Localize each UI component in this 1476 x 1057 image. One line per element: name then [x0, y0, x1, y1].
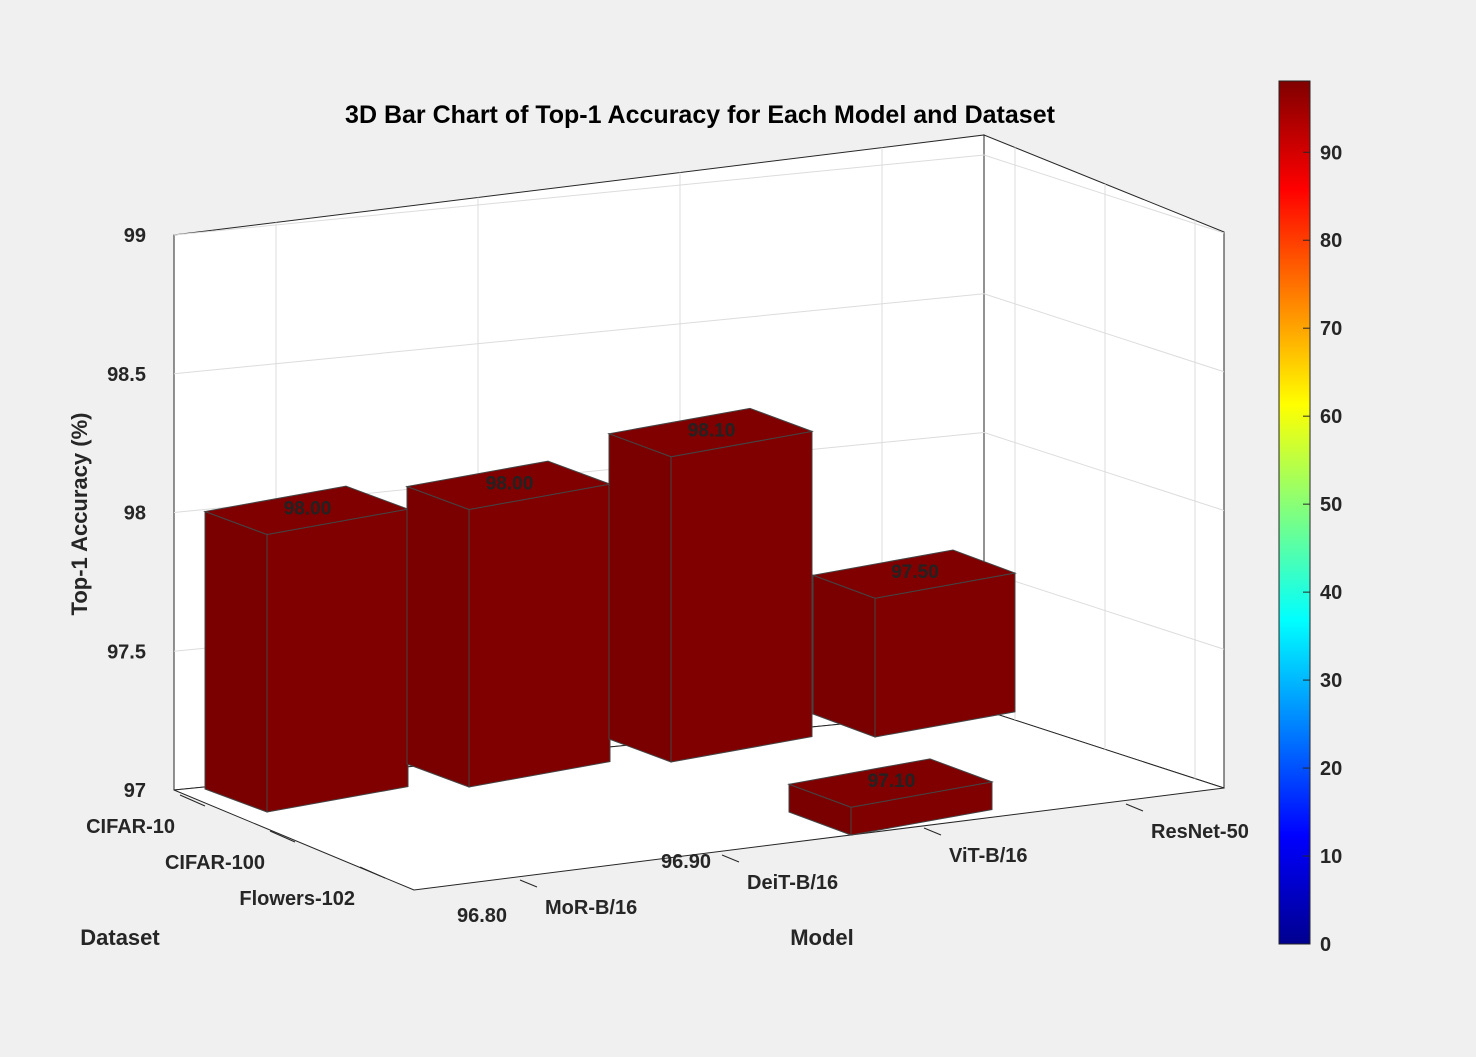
colorbar-tick-label: 50	[1320, 494, 1342, 516]
bar-side	[608, 433, 672, 763]
model-tick-label: MoR-B/16	[545, 897, 637, 919]
dataset-tick	[359, 866, 386, 879]
extra-tick-label: 96.90	[661, 851, 711, 873]
x-axis-label: Model	[790, 925, 854, 950]
bar-value-label: 98.10	[688, 421, 736, 442]
dataset-tick-label: Flowers-102	[239, 888, 355, 910]
model-tick	[1125, 803, 1144, 812]
grid-line-z	[983, 154, 1225, 234]
bar-value-label: 98.00	[284, 498, 332, 519]
grid-line-z	[983, 293, 1225, 373]
colorbar-gradient	[1278, 80, 1311, 945]
colorbar-tick-label: 40	[1320, 582, 1342, 604]
bars	[203, 407, 1017, 836]
model-tick	[923, 827, 942, 836]
dataset-tick-label: CIFAR-10	[86, 816, 175, 838]
bar-front	[874, 572, 1016, 738]
bar	[203, 485, 410, 813]
bar-top	[787, 758, 994, 808]
grid-line-z	[173, 293, 985, 375]
bar-front	[468, 483, 611, 788]
colorbar-ticks: 0 10 20 30 40 50 60 70 80 90	[1303, 142, 1342, 956]
bar-top	[811, 549, 1017, 599]
z-tick-label: 97.5	[107, 641, 146, 663]
z-tick-label: 99	[124, 225, 146, 247]
dataset-tick	[179, 794, 206, 807]
bar-front	[670, 430, 813, 763]
bar-value-label: 97.50	[891, 562, 939, 583]
z-tick-label: 97	[124, 780, 146, 802]
model-tick-label: ResNet-50	[1151, 821, 1249, 843]
bar	[811, 549, 1017, 738]
colorbar-tick-label: 10	[1320, 846, 1342, 868]
model-tick-label: DeiT-B/16	[747, 872, 838, 894]
colorbar-tick-label: 20	[1320, 758, 1342, 780]
bar	[405, 460, 612, 788]
colorbar-tick-label: 30	[1320, 670, 1342, 692]
colorbar: 0 10 20 30 40 50 60 70 80 90	[1278, 80, 1342, 956]
bar-value-label: 97.10	[868, 771, 916, 792]
dataset-tick	[269, 830, 296, 843]
bar-side	[406, 485, 470, 788]
dataset-tick-label: CIFAR-100	[165, 852, 265, 874]
colorbar-tick-label: 80	[1320, 230, 1342, 252]
model-axis-ticks: MoR-B/16 DeiT-B/16 ViT-B/16 ResNet-50 96.80 9…	[457, 803, 1249, 927]
z-axis-ticks: 97 97.5 98 98.5 99	[107, 225, 146, 802]
z-tick-label: 98.5	[107, 364, 146, 386]
model-tick	[721, 854, 740, 863]
bar	[787, 758, 994, 836]
bar-side	[812, 574, 876, 738]
grid-line-z	[983, 570, 1225, 650]
model-tick-label: ViT-B/16	[949, 845, 1028, 867]
colorbar-tick-label: 0	[1320, 934, 1331, 956]
z-axis-label: Top-1 Accuracy (%)	[67, 413, 92, 616]
dataset-axis-ticks: CIFAR-10 CIFAR-100 Flowers-102	[86, 794, 386, 910]
model-tick	[519, 879, 538, 888]
grid-line-z	[173, 154, 985, 236]
data-labels: 98.00 98.00 98.10 97.50 97.10	[284, 421, 939, 793]
z-tick-label: 98	[124, 503, 146, 525]
colorbar-tick-label: 60	[1320, 406, 1342, 428]
bar	[607, 407, 814, 763]
bar-top	[607, 407, 814, 458]
y-axis-label: Dataset	[80, 925, 160, 950]
colorbar-tick-label: 70	[1320, 318, 1342, 340]
colorbar-tick-label: 90	[1320, 142, 1342, 164]
chart-title: 3D Bar Chart of Top-1 Accuracy for Each …	[345, 101, 1056, 129]
bar-side	[204, 510, 268, 813]
extra-tick-label: 96.80	[457, 905, 507, 927]
grid-line-z	[983, 432, 1225, 511]
bar-value-label: 98.00	[486, 473, 534, 494]
bar-front	[266, 508, 409, 813]
